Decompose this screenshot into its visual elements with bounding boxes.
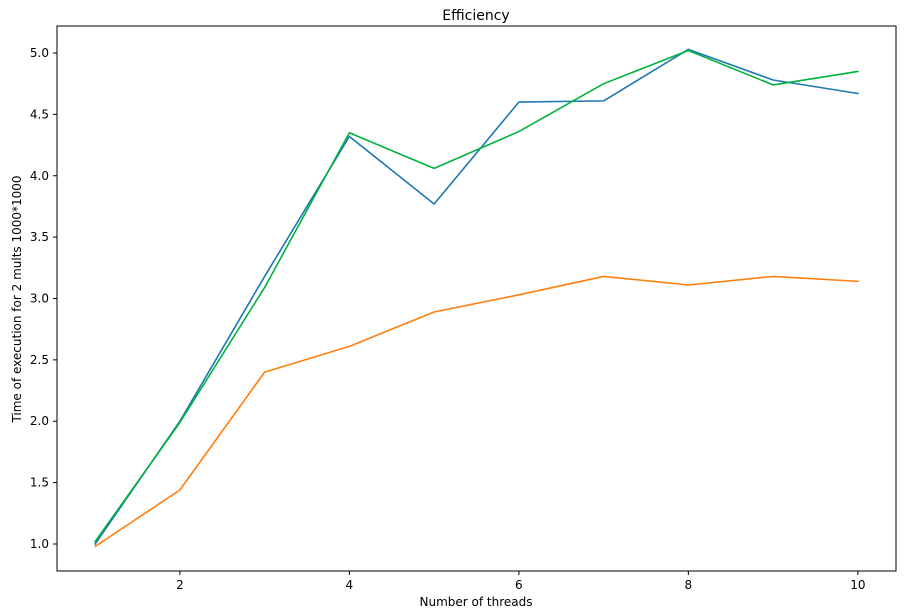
series-line-3 (94, 49, 859, 543)
plot-frame (56, 25, 897, 572)
plot-area: 2 4 6 8 10 1.0 1.5 2.0 2.5 3.0 3.5 4.0 4.5 5.0 (30, 25, 897, 592)
y-tick-label: 3.5 (30, 230, 49, 244)
y-tick-label: 2.0 (30, 414, 49, 428)
y-axis-label: Time of execution for 2 mults 1000*1000 (10, 175, 24, 423)
x-tick-label: 8 (685, 578, 693, 592)
y-tick-label: 1.5 (30, 476, 49, 490)
y-tick-label: 1.0 (30, 537, 49, 551)
x-tick-label: 6 (515, 578, 523, 592)
x-tick-label: 4 (346, 578, 354, 592)
x-tick-label: 2 (176, 578, 184, 592)
y-tick-label: 4.0 (30, 169, 49, 183)
y-tick-label: 2.5 (30, 353, 49, 367)
series-line-1 (94, 48, 859, 546)
chart-title: Efficiency (442, 8, 509, 24)
y-tick-label: 3.0 (30, 292, 49, 306)
x-axis-label: Number of threads (420, 595, 533, 609)
x-tick-label: 10 (850, 578, 865, 592)
y-tick-label: 5.0 (30, 46, 49, 60)
series-line-2 (94, 275, 859, 548)
y-tick-label: 4.5 (30, 107, 49, 121)
